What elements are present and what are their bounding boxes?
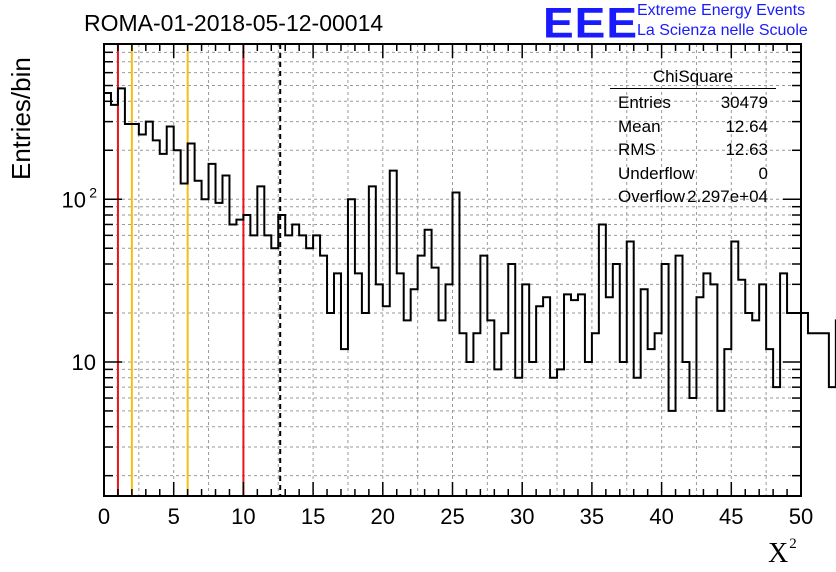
reference-lines <box>116 44 282 496</box>
stats-value: 12.64 <box>725 116 768 136</box>
stats-key: Underflow <box>618 163 695 183</box>
x-tick-label: 25 <box>440 504 464 529</box>
stats-row: Mean 12.64 <box>610 115 776 139</box>
logo-line-1: Extreme Energy Events <box>637 2 806 19</box>
x-tick-label: 10 <box>231 504 255 529</box>
x-axis-label-superscript: 2 <box>789 536 797 552</box>
stats-key: RMS <box>618 140 656 159</box>
stats-key: Mean <box>618 116 661 136</box>
histogram-series <box>103 87 836 496</box>
stats-row: RMS 12.63 <box>610 138 776 162</box>
stats-row: Underflow 0 <box>610 162 776 186</box>
x-axis-label-text: X <box>768 538 789 569</box>
stats-value: 12.63 <box>725 140 768 159</box>
x-tick-label: 15 <box>301 504 325 529</box>
x-tick-label: 5 <box>168 504 180 529</box>
y-axis-label: Entries/bin <box>6 57 36 180</box>
stats-box: ChiSquare Entries 30479 Mean 12.64 RMS 12.6… <box>610 66 776 209</box>
stats-value: 2.297e+04 <box>687 187 768 206</box>
logo-line-2: La Scienza nelle Scuole <box>637 22 808 39</box>
stats-value: 0 <box>758 163 768 183</box>
stats-key: Entries <box>618 93 671 112</box>
x-tick-label: 50 <box>789 504 813 529</box>
stats-title: ChiSquare <box>610 66 776 89</box>
x-tick-label: 30 <box>510 504 534 529</box>
histogram-bars <box>103 87 836 496</box>
chart-title: ROMA-01-2018-05-12-00014 <box>84 10 384 36</box>
x-tick-label: 40 <box>649 504 673 529</box>
stats-key: Overflow <box>618 187 686 206</box>
stats-value: 30479 <box>720 93 768 112</box>
x-tick-label: 20 <box>371 504 395 529</box>
x-tick-label: 35 <box>580 504 604 529</box>
stats-row: Overflow 2.297e+04 <box>610 185 776 209</box>
x-tick-label: 0 <box>98 504 110 529</box>
y-tick-label-exponent: 2 <box>89 184 97 200</box>
y-tick-label: 10 <box>72 350 96 375</box>
y-tick-label: 10 <box>62 187 86 212</box>
x-axis-label: X2 <box>768 536 797 570</box>
x-tick-label: 45 <box>719 504 743 529</box>
logo-mark: EEE <box>543 0 639 47</box>
stats-row: Entries 30479 <box>610 91 776 115</box>
